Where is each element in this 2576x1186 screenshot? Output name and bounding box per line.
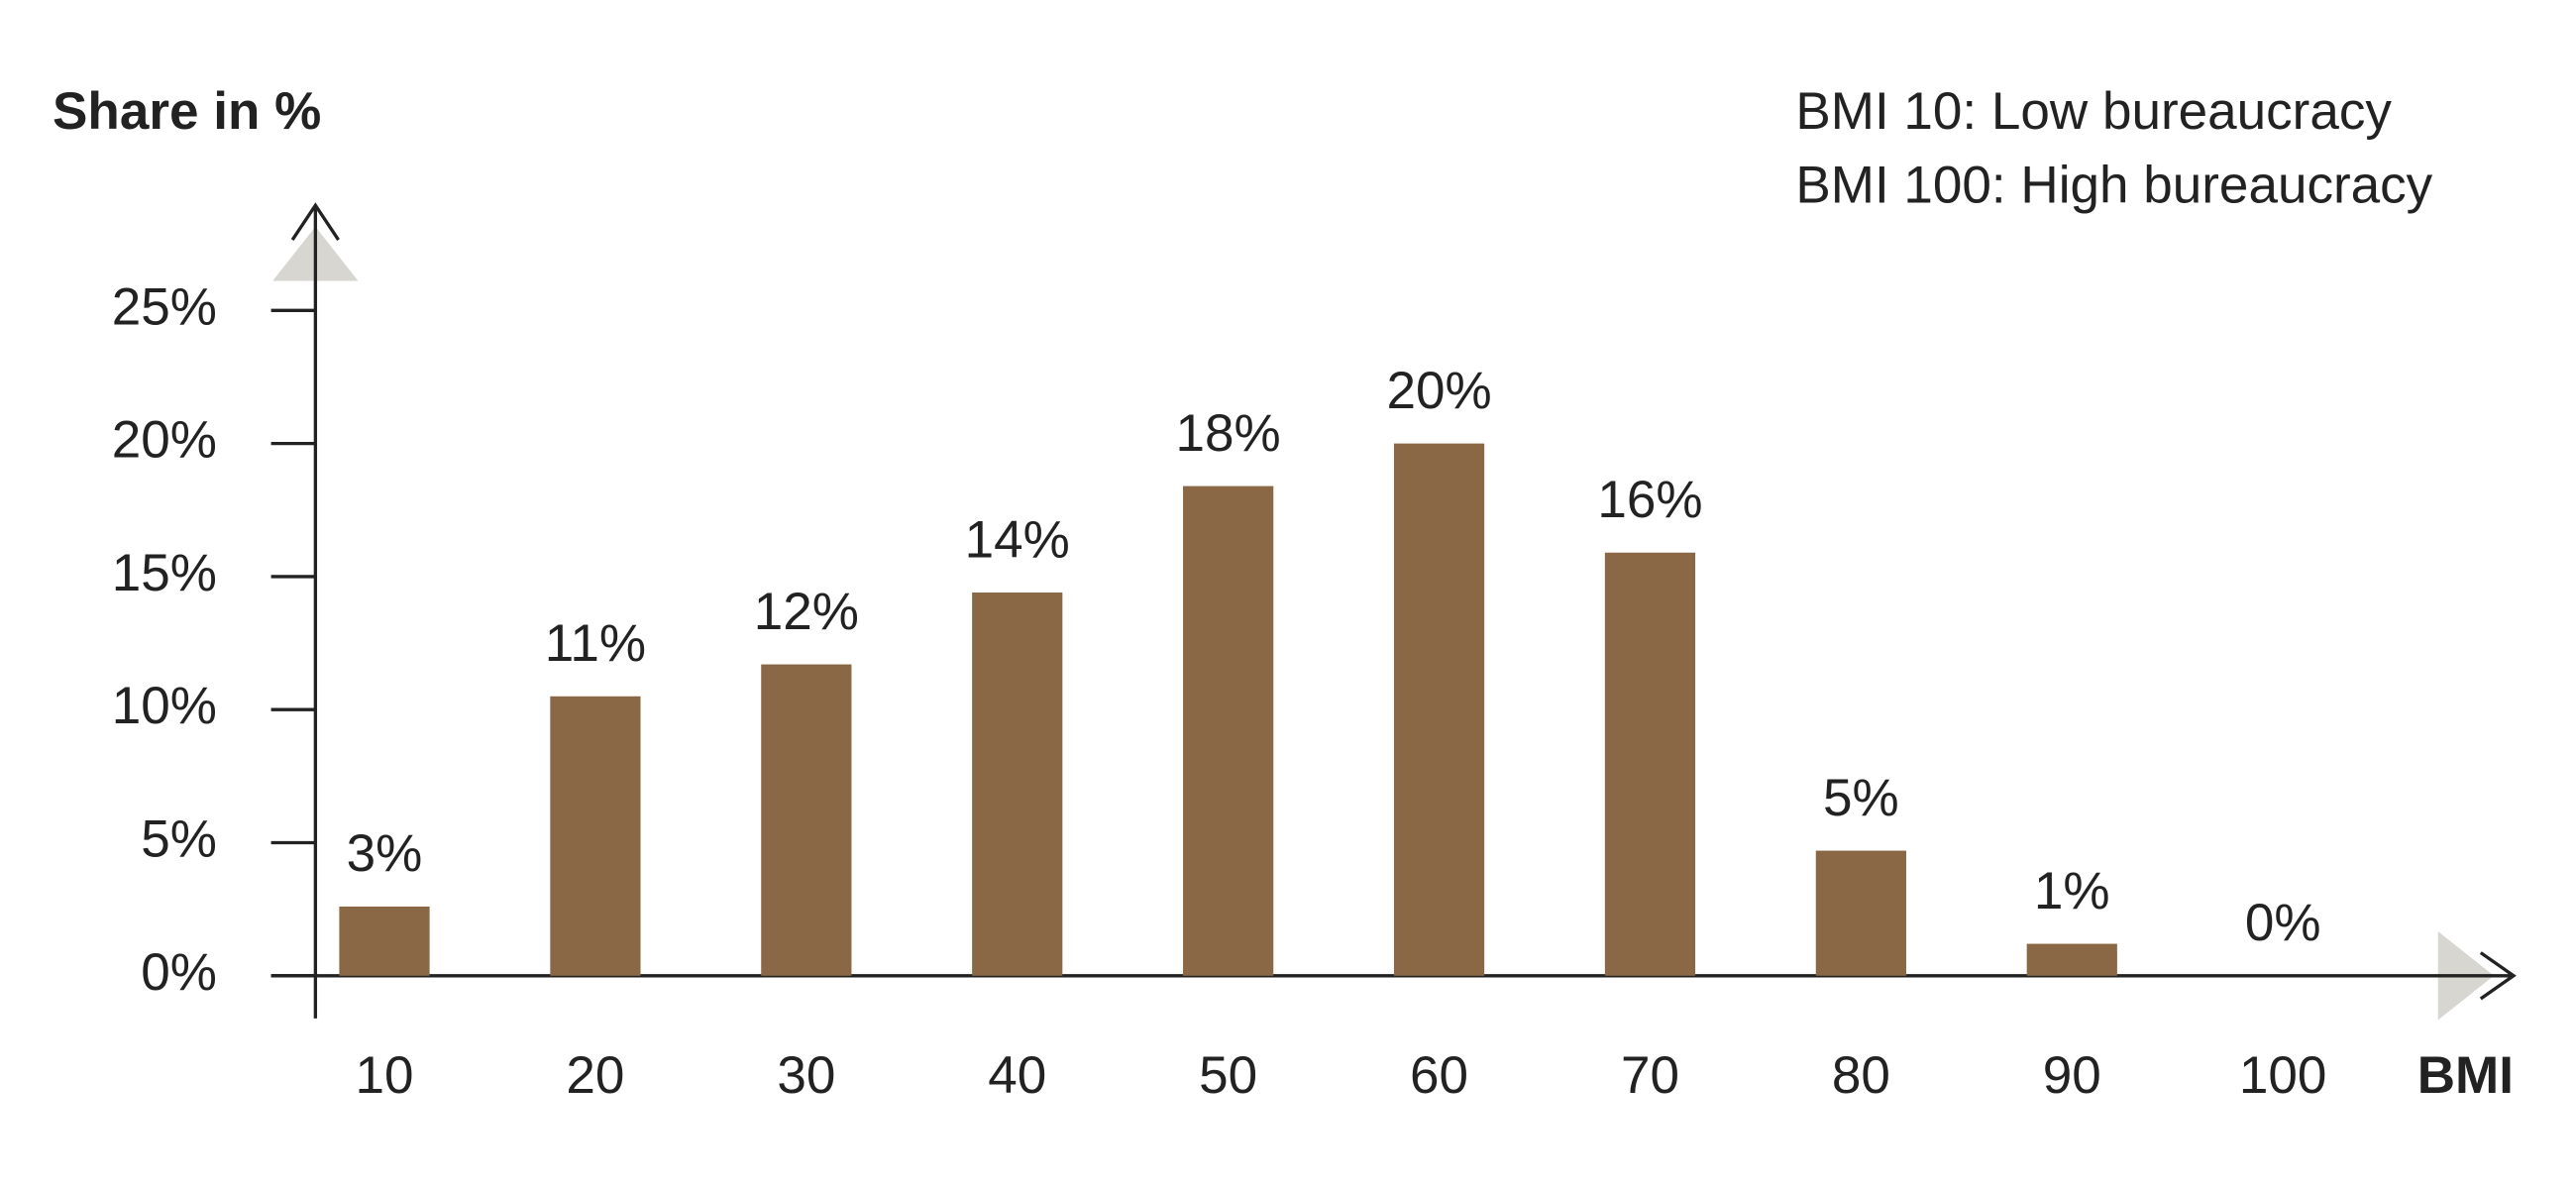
- x-tick-label: 30: [777, 1046, 835, 1105]
- value-label: 11%: [545, 614, 646, 673]
- x-tick-label: 10: [356, 1046, 414, 1105]
- value-label: 18%: [1176, 404, 1281, 463]
- value-label: 5%: [1823, 769, 1899, 827]
- x-tick-label: 100: [2239, 1046, 2327, 1105]
- bar: [1815, 850, 1906, 976]
- bar: [972, 593, 1063, 976]
- bar: [1604, 552, 1696, 976]
- x-tick-label: 40: [988, 1046, 1046, 1105]
- bar: [1393, 443, 1485, 976]
- x-tick-label: 70: [1621, 1046, 1679, 1105]
- y-tick-label: 0%: [141, 943, 217, 1002]
- y-tick-label: 20%: [112, 411, 217, 470]
- bar: [1183, 485, 1274, 976]
- x-tick-label: 80: [1832, 1046, 1890, 1105]
- value-label: 14%: [965, 510, 1070, 569]
- value-label: 0%: [2245, 894, 2321, 952]
- x-axis-arrow: [2479, 951, 2517, 1001]
- x-tick-label: 60: [1410, 1046, 1468, 1105]
- value-label: 16%: [1597, 471, 1702, 529]
- y-tick-label: 25%: [112, 277, 217, 336]
- bar: [2026, 943, 2117, 976]
- value-label: 20%: [1386, 362, 1491, 420]
- y-tick-label: 15%: [112, 544, 217, 602]
- y-tick-label: 5%: [141, 810, 217, 869]
- bar: [550, 696, 641, 976]
- annotation: BMI 100: High bureaucracy: [1795, 157, 2432, 215]
- annotation: BMI 10: Low bureaucracy: [1795, 82, 2392, 141]
- x-tick-label: 20: [566, 1046, 624, 1105]
- y-tick-label: 10%: [112, 677, 217, 735]
- bar: [339, 906, 430, 976]
- x-tick-label: 50: [1199, 1046, 1257, 1105]
- value-label: 3%: [347, 824, 423, 883]
- x-axis-label: BMI: [2417, 1046, 2514, 1105]
- y-axis-arrow: [290, 202, 340, 241]
- x-tick-label: 90: [2043, 1046, 2101, 1105]
- bar: [761, 664, 852, 976]
- y-axis-label: Share in %: [53, 82, 321, 141]
- value-label: 12%: [754, 583, 859, 641]
- value-label: 1%: [2034, 862, 2110, 920]
